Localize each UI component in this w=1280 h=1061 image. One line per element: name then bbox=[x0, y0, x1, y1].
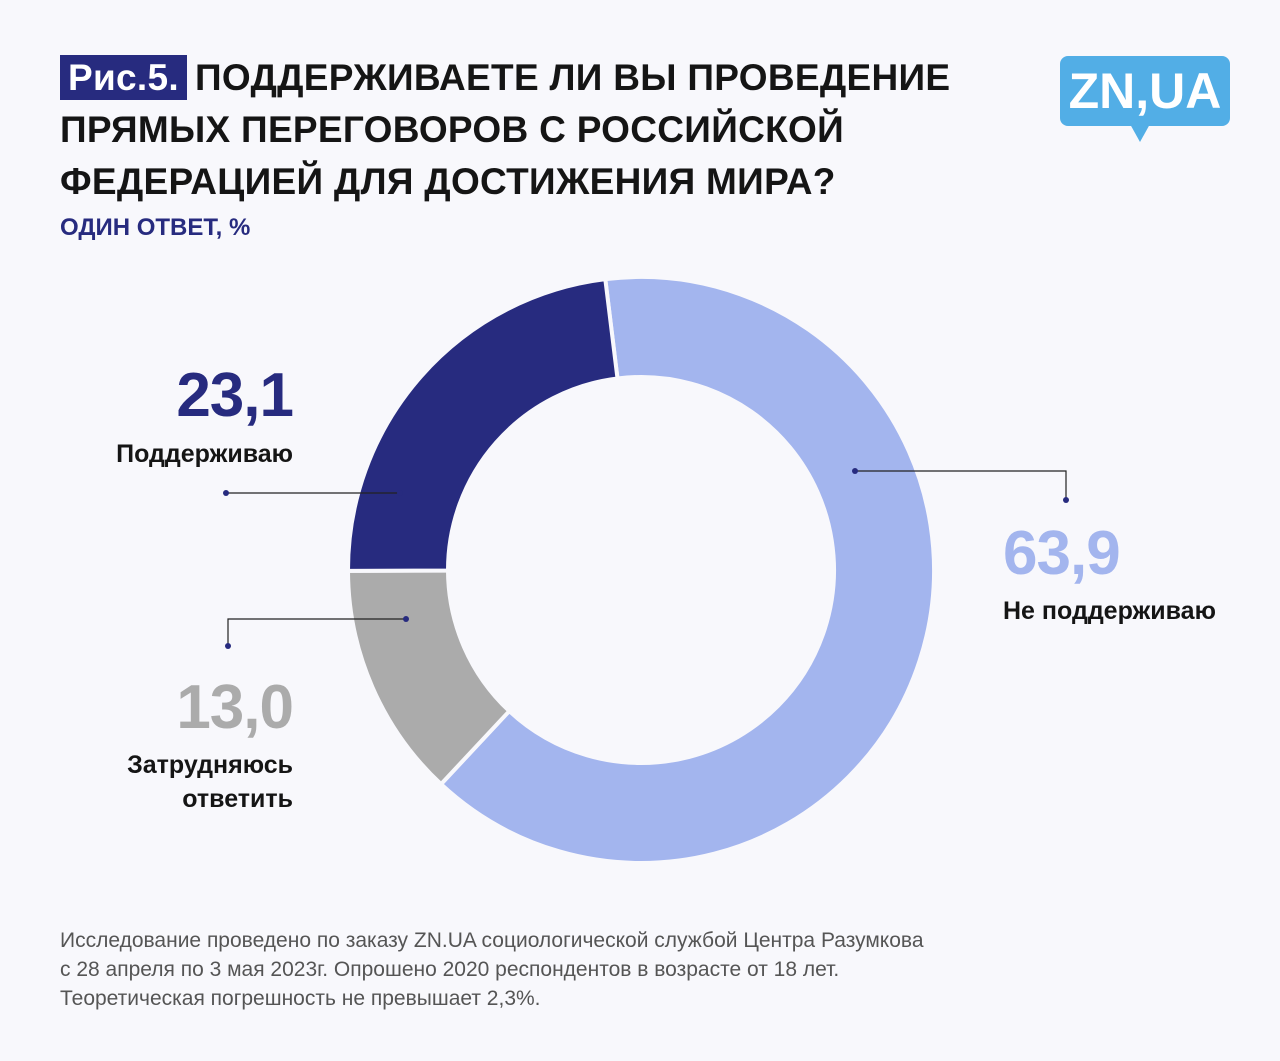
leader-dot bbox=[397, 490, 403, 496]
leader-dot bbox=[223, 490, 229, 496]
chart-subtitle: ОДИН ОТВЕТ, % bbox=[60, 214, 251, 241]
category-label-oppose: Не поддерживаю bbox=[1003, 597, 1216, 625]
category-label-undecided: Затрудняюсь ответить bbox=[127, 751, 293, 813]
leader-line bbox=[227, 618, 406, 646]
value-label-undecided: 13,0 bbox=[176, 673, 294, 742]
chart-title: Рис.5. ПОДДЕРЖИВАЕТЕ ЛИ ВЫ ПРОВЕДЕНИЕ ПРЯ… bbox=[60, 52, 1020, 208]
leader-dot bbox=[852, 468, 858, 474]
leader-line bbox=[855, 470, 1067, 500]
category-label-support: Поддерживаю bbox=[116, 440, 293, 468]
footnote-line: Теоретическая погрешность не превышает 2… bbox=[60, 987, 541, 1010]
value-label-oppose: 63,9 bbox=[1003, 519, 1121, 588]
leader-dot bbox=[225, 643, 231, 649]
footnote: Исследование проведено по заказу ZN.UA с… bbox=[60, 926, 924, 1013]
donut-slice-0 bbox=[438, 275, 936, 865]
value-label-support: 23,1 bbox=[176, 361, 294, 430]
footnote-line: Исследование проведено по заказу ZN.UA с… bbox=[60, 929, 924, 952]
title-text: ПОДДЕРЖИВАЕТЕ ЛИ ВЫ ПРОВЕДЕНИЕ ПРЯМЫХ ПЕ… bbox=[60, 57, 951, 202]
footnote-line: с 28 апреля по 3 мая 2023г. Опрошено 202… bbox=[60, 958, 840, 981]
zn-ua-logo: ZN,UA bbox=[1060, 56, 1230, 142]
figure-label: Рис.5. bbox=[60, 55, 187, 100]
donut-slice-2 bbox=[346, 276, 620, 573]
leader-dot bbox=[403, 616, 409, 622]
leader-dot bbox=[1063, 497, 1069, 503]
